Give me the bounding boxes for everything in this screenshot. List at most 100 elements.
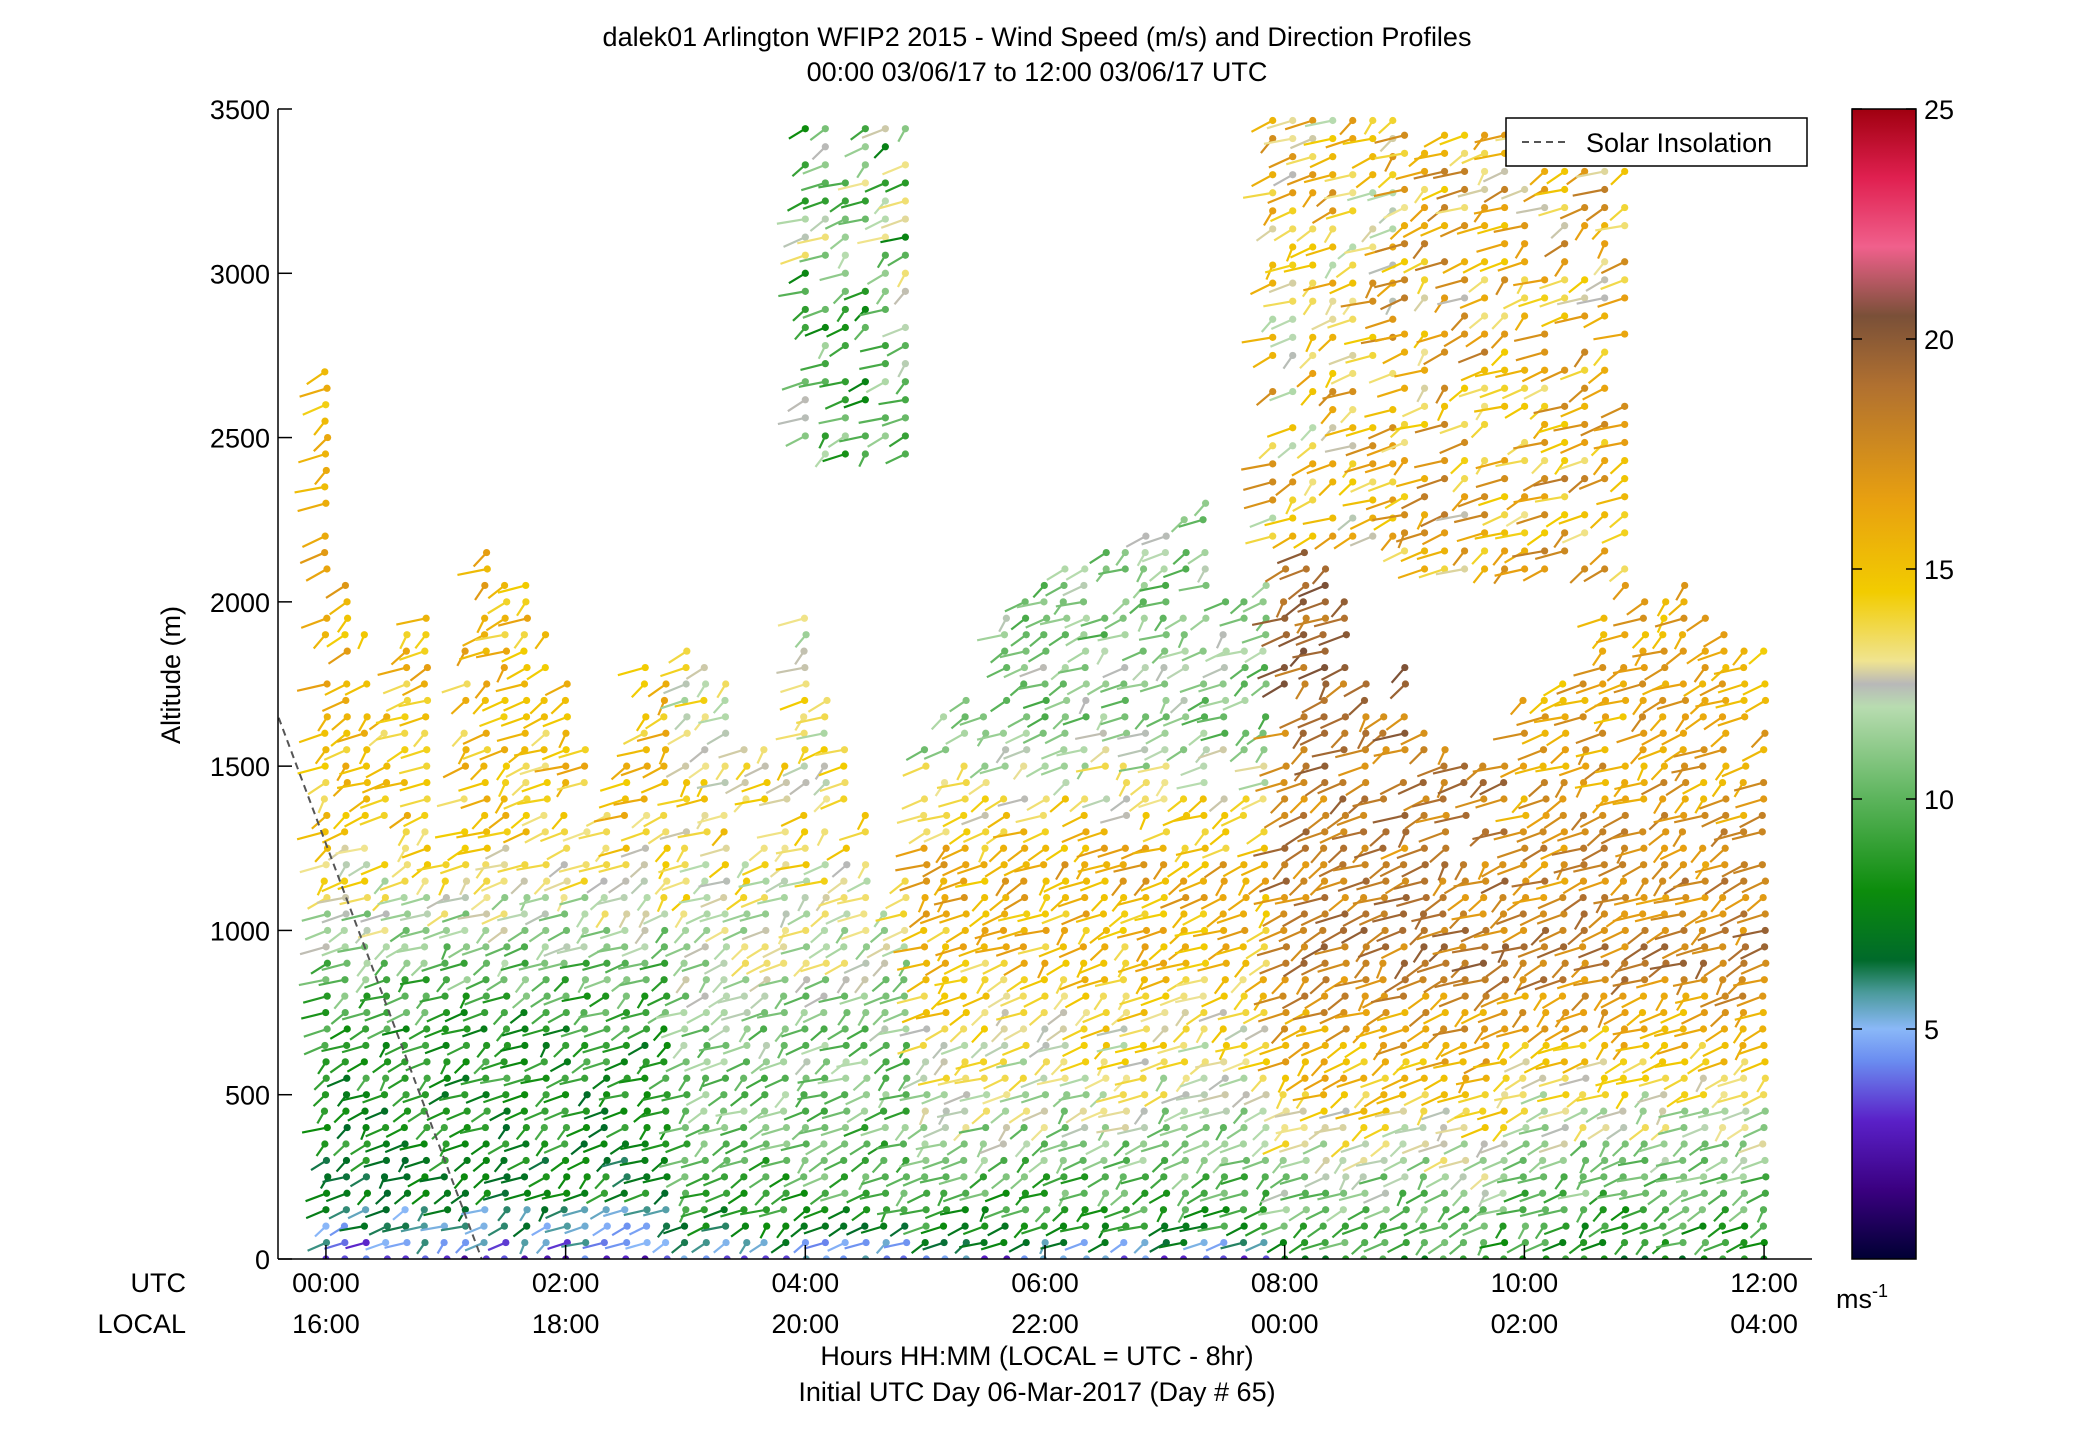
- wind-barb-point: [1621, 943, 1629, 951]
- wind-barb-point: [1220, 1173, 1229, 1181]
- wind-barb-shaft: [1357, 945, 1386, 959]
- wind-barb-point: [1362, 1008, 1370, 1017]
- wind-barb-point: [1081, 1206, 1089, 1214]
- wind-barb-point: [1640, 1025, 1648, 1033]
- wind-barb-shaft: [359, 797, 386, 809]
- wind-barb-shaft: [1593, 896, 1626, 905]
- wind-barb-point: [1661, 663, 1669, 672]
- wind-barb-shaft: [1373, 896, 1407, 906]
- wind-barb-point: [1500, 1156, 1508, 1165]
- wind-barb-point: [802, 926, 810, 935]
- wind-barb-point: [1001, 910, 1009, 918]
- wind-barb-point: [1442, 844, 1450, 852]
- wind-barb-point: [461, 893, 469, 902]
- wind-barb-shaft: [1422, 1011, 1446, 1025]
- wind-barb-point: [860, 1041, 868, 1050]
- wind-barb-shaft: [757, 896, 785, 905]
- wind-barb-shaft: [560, 1027, 585, 1038]
- wind-barb-shaft: [1058, 1093, 1087, 1102]
- wind-barb-point: [1162, 976, 1170, 984]
- wind-barb-point: [420, 1222, 428, 1230]
- wind-barb-point: [900, 992, 908, 1000]
- wind-barb-shaft: [739, 1208, 767, 1216]
- wind-barb-shaft: [1519, 913, 1544, 927]
- wind-barb-shaft: [500, 715, 527, 727]
- wind-barb-point: [922, 976, 930, 984]
- wind-barb-point: [1440, 1189, 1449, 1197]
- wind-barb-point: [1540, 778, 1549, 787]
- wind-barb-shaft: [1299, 1192, 1326, 1200]
- wind-barb-shaft: [1447, 896, 1467, 912]
- wind-barb-point: [1002, 614, 1010, 622]
- wind-barb-shaft: [1493, 830, 1524, 841]
- wind-barb-point: [1422, 1025, 1430, 1033]
- wind-barb-point: [1301, 680, 1309, 688]
- wind-barb-point: [1081, 861, 1089, 869]
- wind-barb-point: [1718, 1222, 1726, 1230]
- wind-barb-point: [999, 844, 1008, 852]
- wind-barb-shaft: [377, 896, 405, 906]
- wind-barb-point: [401, 992, 409, 1000]
- wind-barb-shaft: [741, 929, 767, 941]
- wind-barb-point: [582, 861, 590, 869]
- wind-barb-shaft: [1372, 814, 1406, 824]
- wind-barb-point: [362, 976, 370, 984]
- wind-barb-point: [683, 647, 691, 655]
- wind-barb-point: [1119, 877, 1127, 885]
- wind-barb-shaft: [1643, 1175, 1665, 1188]
- wind-barb-point: [1300, 1173, 1309, 1181]
- wind-barb-point: [979, 1173, 988, 1181]
- wind-barb-point: [941, 1025, 949, 1033]
- wind-barb-shaft: [1097, 929, 1124, 941]
- wind-barb-point: [1159, 910, 1168, 918]
- wind-barb-point: [720, 811, 728, 820]
- wind-barb-shaft: [1379, 1225, 1405, 1234]
- wind-barb-point: [1201, 844, 1209, 852]
- wind-barb-shaft: [1081, 797, 1107, 809]
- wind-barb-point: [902, 959, 911, 967]
- wind-barb-shaft: [582, 1060, 607, 1071]
- wind-barb-point: [1601, 746, 1609, 754]
- wind-barb-shaft: [1400, 1257, 1405, 1259]
- wind-barb-point: [1300, 663, 1308, 672]
- wind-barb-shaft: [561, 995, 588, 1003]
- wind-barb-point: [542, 1025, 550, 1033]
- wind-barb-shaft: [542, 1027, 567, 1037]
- wind-barb-point: [880, 1222, 888, 1230]
- wind-barb-point: [380, 1173, 389, 1181]
- wind-barb-shaft: [903, 1225, 927, 1236]
- wind-barb-shaft: [1574, 781, 1606, 789]
- wind-barb-point: [1541, 1025, 1549, 1033]
- wind-barb-point: [1419, 976, 1427, 984]
- wind-barb-point: [1159, 861, 1168, 869]
- wind-barb-point: [1322, 1173, 1330, 1181]
- wind-barb-point: [1382, 746, 1390, 754]
- wind-barb-point: [962, 1238, 970, 1247]
- wind-barb-point: [922, 959, 931, 967]
- wind-barb-shaft: [465, 1093, 487, 1104]
- wind-barb-point: [1420, 926, 1428, 935]
- wind-barb-point: [920, 1074, 928, 1082]
- wind-barb-point: [323, 1025, 331, 1033]
- wind-barb-point: [362, 1238, 370, 1247]
- wind-barb-point: [1342, 631, 1350, 639]
- wind-barb-point: [560, 828, 569, 836]
- wind-barb-point: [1042, 844, 1050, 852]
- wind-barb-point: [501, 631, 509, 639]
- wind-barb-shaft: [665, 945, 688, 958]
- wind-barb-shaft: [1482, 1175, 1505, 1188]
- wind-barb-shaft: [922, 1126, 946, 1139]
- wind-barb-shaft: [1120, 1175, 1146, 1185]
- wind-barb-shaft: [803, 1225, 826, 1235]
- wind-barb-point: [1382, 1140, 1390, 1148]
- wind-barb-point: [1042, 795, 1050, 803]
- wind-barb-point: [821, 1222, 829, 1230]
- wind-barb-point: [620, 1058, 628, 1066]
- wind-barb-point: [1100, 1058, 1108, 1066]
- wind-barb-shaft: [1512, 896, 1544, 905]
- wind-barb-point: [741, 778, 749, 787]
- wind-barb-shaft: [367, 1028, 388, 1040]
- wind-barb-point: [1380, 992, 1388, 1000]
- wind-barb-point: [1621, 1008, 1629, 1017]
- wind-barb-point: [1322, 680, 1330, 688]
